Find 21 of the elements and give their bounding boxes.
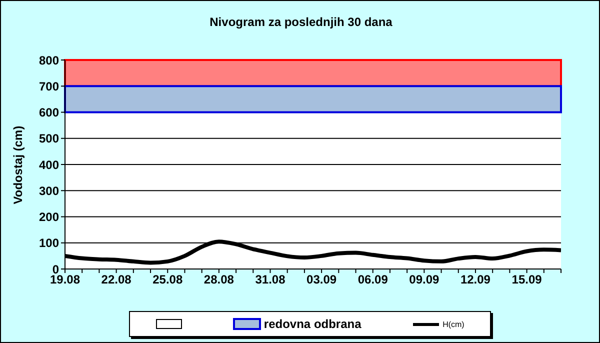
x-tick-label: 09.09 xyxy=(409,272,440,287)
x-tick-label: 31.08 xyxy=(255,272,286,287)
x-tick-label: 06.09 xyxy=(358,272,388,287)
x-tick-label: 25.08 xyxy=(152,272,183,287)
y-tick-label: 500 xyxy=(38,132,60,146)
chart-title: Nivogram za poslednjih 30 dana xyxy=(208,15,394,29)
legend-label: redovna odbrana xyxy=(264,317,362,331)
y-tick-label: 800 xyxy=(38,53,60,68)
x-tick-label: 12.09 xyxy=(460,272,491,287)
x-tick-label: 03.09 xyxy=(306,272,337,287)
y-axis-title: Vodostaj (cm) xyxy=(11,126,25,204)
x-tick-label: 22.08 xyxy=(101,272,132,287)
legend-label: H(cm) xyxy=(442,320,464,328)
y-tick-label: 200 xyxy=(38,210,60,224)
y-tick-label: 400 xyxy=(38,158,60,172)
y-tick-label: 700 xyxy=(38,79,60,94)
y-tick-label: 600 xyxy=(38,106,60,120)
x-tick-label: 15.09 xyxy=(512,272,542,287)
y-tick-label: 100 xyxy=(38,236,60,250)
y-tick-label: 300 xyxy=(38,184,60,198)
x-tick-label: 28.08 xyxy=(204,272,234,287)
